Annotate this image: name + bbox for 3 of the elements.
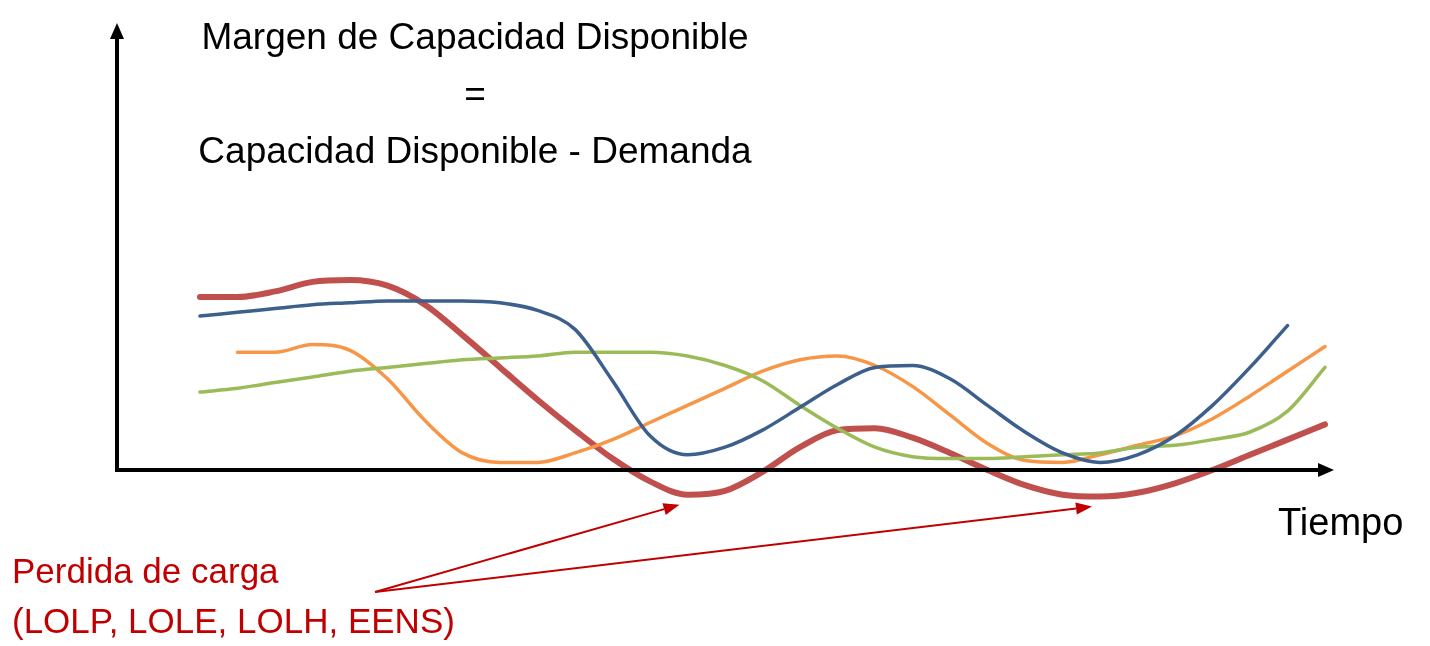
x-axis-title: Tiempo — [1278, 500, 1404, 545]
text: Perdida de carga (LOLP, LOLE, LOLH, EENS) — [12, 550, 455, 642]
chart-title: Margen de Capacidad Disponible = Capacidad Disponible - Demanda — [197, 15, 753, 173]
